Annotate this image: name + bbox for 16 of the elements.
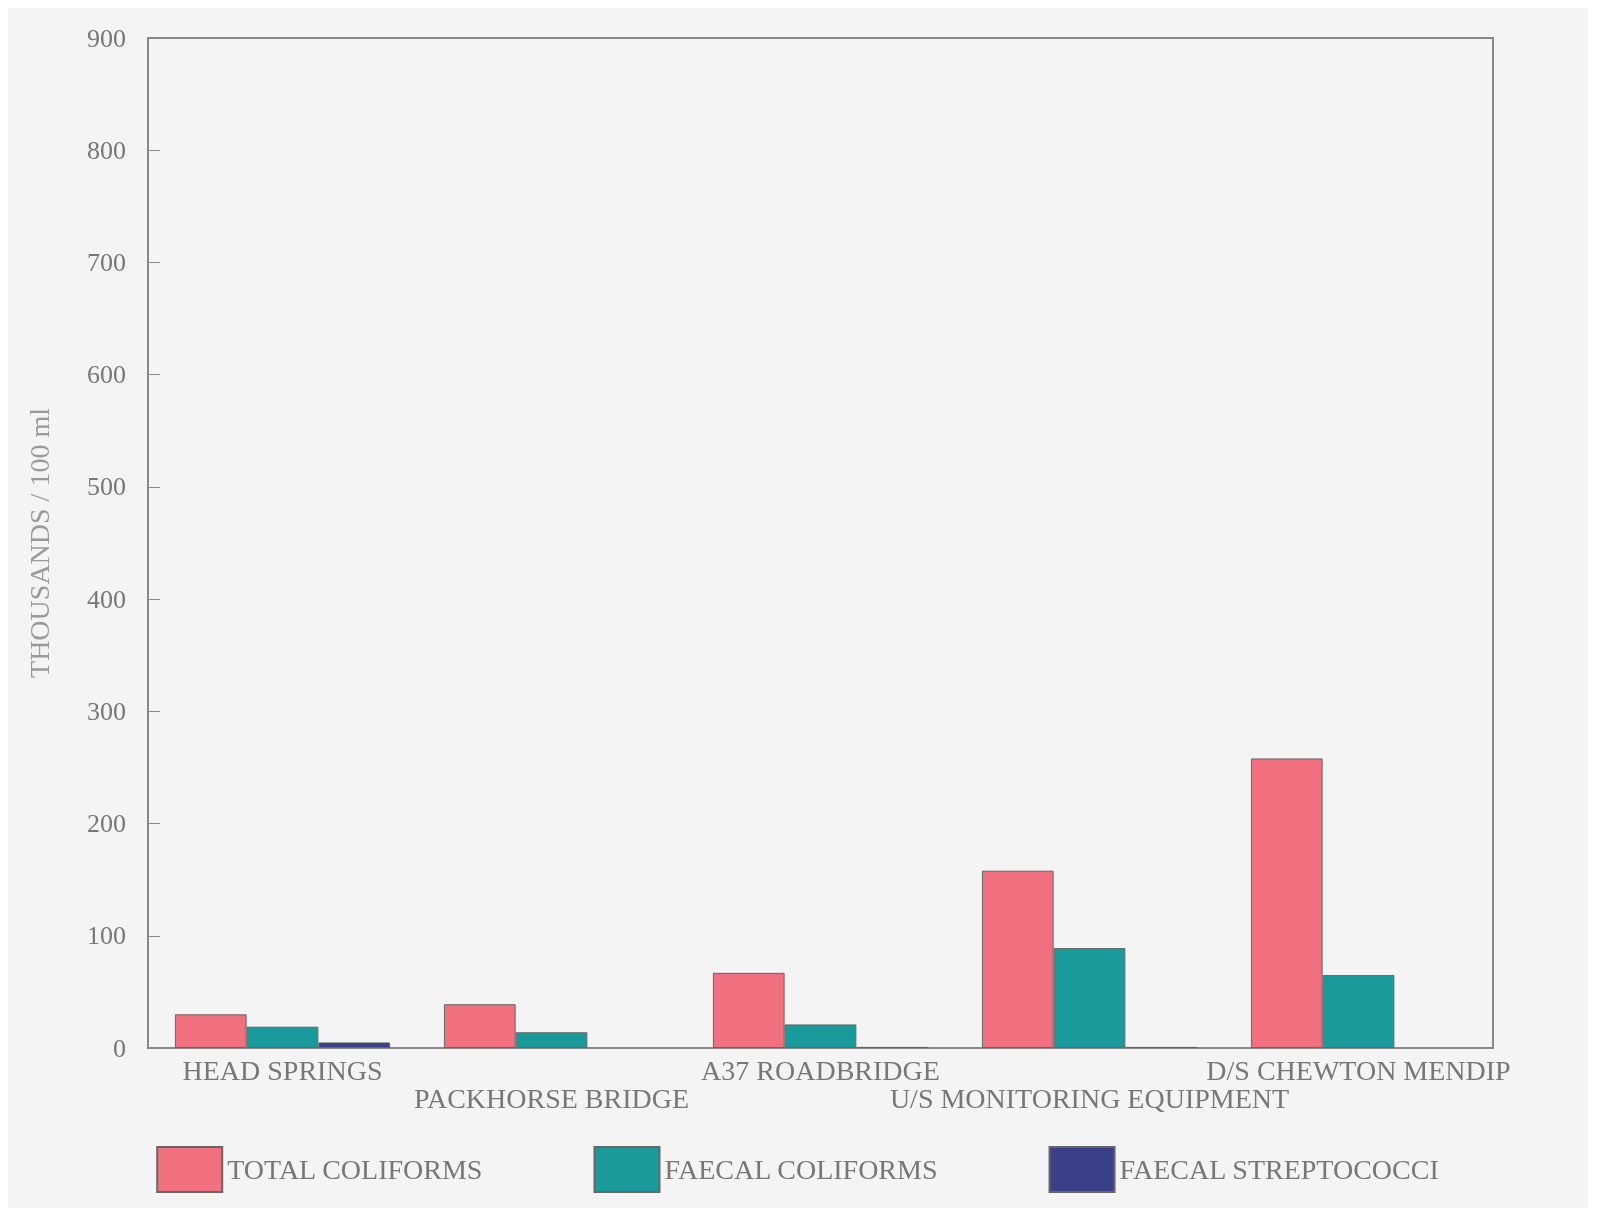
- y-tick-label: 400: [87, 584, 126, 614]
- y-tick-label: 0: [113, 1033, 126, 1063]
- x-tick-label: PACKHORSE BRIDGE: [413, 1082, 690, 1114]
- y-tick-label: 800: [87, 135, 126, 165]
- y-tick-label: 200: [87, 809, 126, 839]
- y-tick-label: 500: [87, 472, 126, 502]
- legend-label: FAECAL COLIFORMS: [664, 1154, 938, 1185]
- legend-label: FAECAL STREPTOCOCCI: [1119, 1154, 1439, 1185]
- y-tick-label: 100: [87, 921, 126, 951]
- x-tick-label: HEAD SPRINGS: [182, 1054, 383, 1086]
- y-tick-label: 600: [87, 360, 126, 390]
- y-tick-label: 700: [87, 247, 126, 277]
- y-tick-label: 900: [87, 23, 126, 53]
- y-axis-title: THOUSANDS / 100 ml: [23, 407, 55, 678]
- legend-label: TOTAL COLIFORMS: [227, 1154, 483, 1185]
- y-tick-label: 300: [87, 696, 126, 726]
